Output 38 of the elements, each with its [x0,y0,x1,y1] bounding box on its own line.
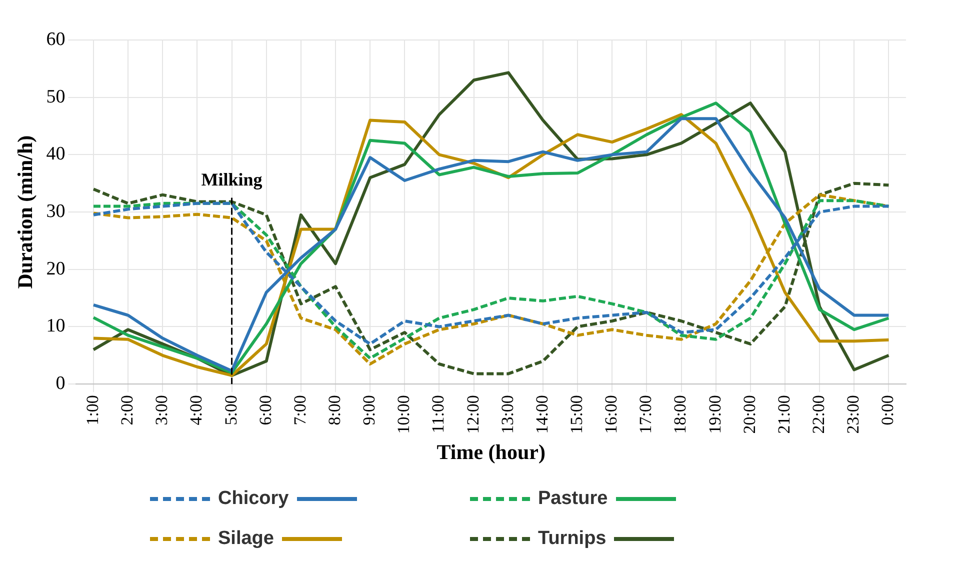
y-tick-label: 40 [46,144,66,165]
x-tick-label: 7:00 [290,395,310,426]
y-tick-label: 60 [46,28,66,50]
x-tick-label: 11:00 [428,395,448,434]
x-tick-label: 14:00 [532,395,552,434]
y-tick-label: 30 [46,201,66,222]
legend-label: Chicory [218,488,289,510]
ref-line-label: Milking [201,169,262,190]
y-tick-label: 10 [46,316,66,337]
x-tick-label: 20:00 [740,395,759,434]
y-tick-label: 0 [56,373,66,394]
x-tick-label: 21:00 [774,395,794,434]
x-tick-label: 1:00 [82,395,102,426]
x-tick-label: 23:00 [844,395,863,434]
x-tick-label: 5:00 [221,395,240,426]
x-tick-label: 12:00 [463,395,482,434]
x-tick-label: 13:00 [498,395,517,434]
x-tick-label: 19:00 [705,395,724,434]
x-tick-label: 18:00 [670,395,690,434]
x-tick-label: 3:00 [152,395,172,426]
legend-label: Pasture [538,488,608,510]
x-tick-label: 4:00 [186,395,206,426]
x-tick-label: 22:00 [809,395,828,434]
x-axis-title: Time (hour) [436,440,546,464]
x-tick-label: 8:00 [324,395,344,426]
y-tick-label: 20 [46,258,66,280]
x-tick-label: 16:00 [602,395,621,434]
x-tick-label: 17:00 [636,395,656,434]
y-tick-label: 50 [46,86,66,108]
x-tick-label: 6:00 [256,395,275,426]
y-axis-title: Duration (min/h) [13,135,38,289]
legend-label: Turnips [538,528,606,550]
x-tick-label: 0:00 [878,395,898,426]
legend-label: Silage [218,528,274,550]
x-tick-label: 2:00 [118,395,137,426]
x-tick-label: 10:00 [394,395,414,434]
x-tick-label: 15:00 [567,395,586,434]
x-tick-label: 9:00 [360,395,379,426]
